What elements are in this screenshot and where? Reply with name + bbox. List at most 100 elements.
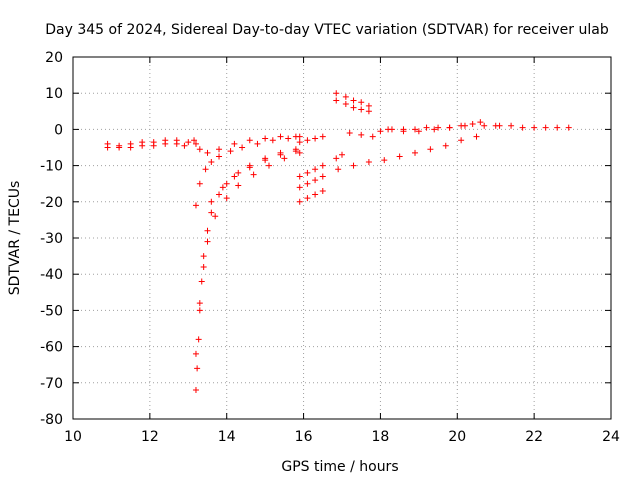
series-arc-8	[296, 187, 326, 205]
data-point	[481, 122, 488, 129]
data-point	[333, 155, 340, 162]
data-point	[191, 137, 198, 144]
data-point	[281, 155, 288, 162]
data-point	[350, 104, 357, 111]
data-point	[339, 151, 345, 158]
data-point	[216, 191, 223, 198]
data-point	[358, 106, 365, 113]
data-point	[358, 131, 365, 138]
series-arc-14	[333, 151, 345, 162]
x-tick-label: 18	[372, 429, 390, 445]
data-point	[208, 209, 215, 216]
data-point	[231, 173, 238, 180]
data-point	[473, 133, 480, 140]
data-point	[458, 137, 465, 144]
data-point	[565, 124, 572, 131]
data-point	[342, 93, 349, 100]
data-point	[415, 128, 422, 135]
data-point	[202, 166, 209, 173]
data-point	[192, 350, 199, 357]
data-point	[442, 142, 449, 149]
data-point	[204, 149, 211, 156]
series-arc-10	[296, 162, 326, 180]
data-point	[333, 97, 340, 104]
data-point	[116, 144, 123, 151]
data-point	[365, 102, 372, 109]
data-point	[194, 365, 201, 372]
series-arc-2	[104, 140, 188, 151]
data-point	[216, 153, 223, 160]
x-tick-label: 14	[218, 429, 236, 445]
data-point	[335, 166, 342, 173]
data-point	[423, 124, 430, 131]
data-point	[296, 173, 303, 180]
data-point	[150, 142, 157, 149]
y-tick-label: 0	[54, 122, 63, 138]
data-point	[262, 157, 269, 164]
series-arc-9	[296, 173, 326, 191]
data-point	[196, 300, 203, 307]
data-point	[365, 108, 372, 115]
data-point	[554, 124, 561, 131]
data-point	[296, 133, 303, 140]
data-point	[381, 157, 388, 164]
data-point	[431, 126, 438, 133]
data-point	[208, 158, 215, 165]
x-tick-label: 24	[602, 429, 620, 445]
data-point	[296, 198, 303, 205]
data-point	[185, 139, 192, 146]
data-point	[212, 213, 219, 220]
data-point	[412, 126, 419, 133]
data-point	[269, 137, 276, 144]
series-arc-13	[333, 97, 372, 115]
data-point	[304, 180, 311, 187]
data-point	[358, 99, 365, 106]
data-point	[304, 137, 311, 144]
series-arc-7	[208, 148, 299, 205]
data-point	[200, 253, 207, 260]
data-point	[192, 387, 199, 394]
data-point	[195, 336, 202, 343]
data-point	[319, 173, 326, 180]
y-tick-label: -80	[40, 412, 63, 428]
data-point	[219, 184, 226, 191]
data-point	[477, 119, 484, 126]
data-point	[292, 148, 299, 155]
data-point	[196, 180, 203, 187]
data-point	[254, 140, 261, 147]
y-tick-label: -50	[40, 303, 63, 319]
data-point	[127, 144, 134, 151]
series-arc-5	[192, 149, 303, 357]
data-point	[223, 195, 230, 202]
y-tick-label: -30	[40, 231, 63, 247]
series-arc-1	[104, 137, 192, 149]
data-point	[319, 162, 326, 169]
data-point	[319, 187, 326, 194]
data-point	[304, 195, 311, 202]
gridlines	[73, 57, 611, 419]
data-point	[246, 137, 253, 144]
data-point	[427, 146, 434, 153]
data-point	[216, 146, 223, 153]
data-point	[365, 158, 372, 165]
y-tick-label: 10	[45, 86, 63, 102]
y-tick-label: -60	[40, 340, 63, 356]
y-tick-label: -10	[40, 159, 63, 175]
data-point	[385, 126, 392, 133]
data-point	[239, 144, 246, 151]
x-tick-label: 12	[141, 429, 159, 445]
data-point	[277, 133, 284, 140]
data-point	[231, 140, 238, 147]
data-point	[277, 151, 284, 158]
y-axis-label: SDTVAR / TECUs	[7, 181, 23, 296]
x-tick-label: 10	[64, 429, 82, 445]
data-point	[296, 184, 303, 191]
data-point	[235, 169, 242, 176]
data-point	[139, 142, 146, 149]
data-point	[296, 139, 303, 146]
data-point	[196, 307, 203, 314]
data-point	[412, 149, 419, 156]
data-point	[342, 101, 349, 108]
data-point	[312, 135, 319, 142]
